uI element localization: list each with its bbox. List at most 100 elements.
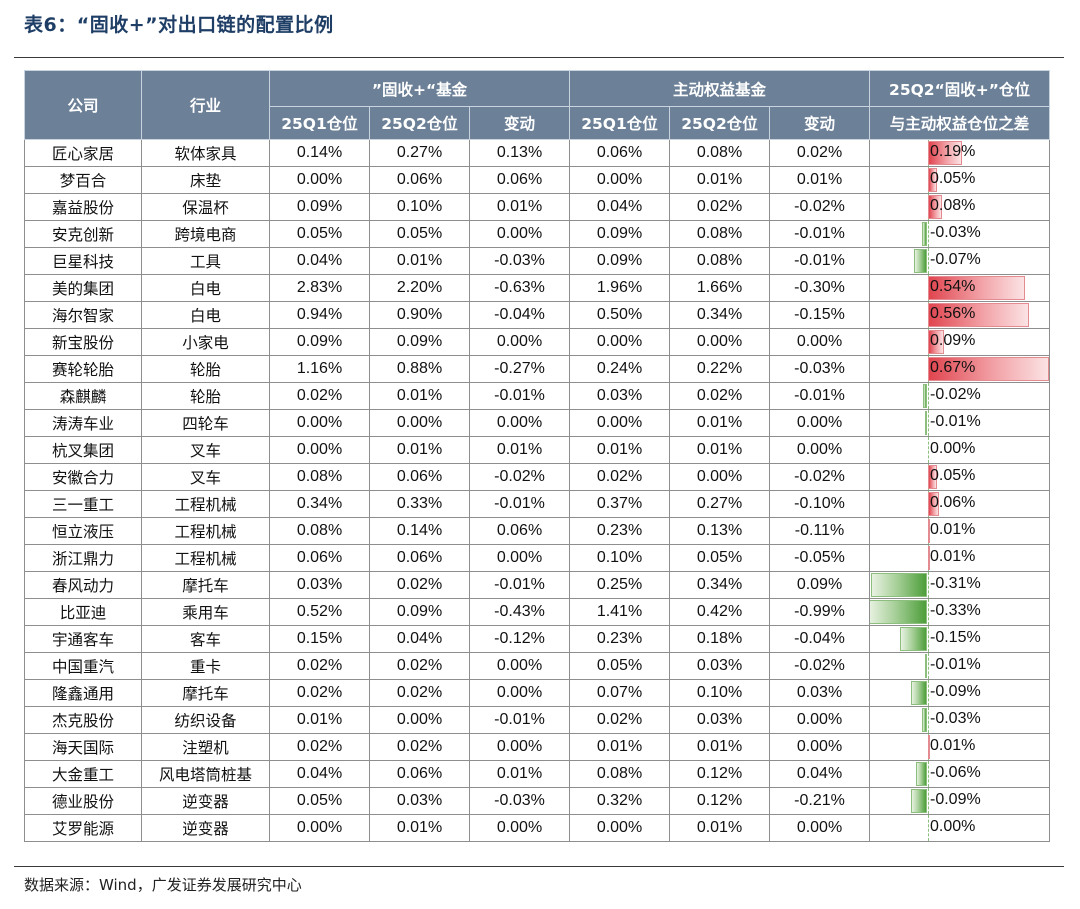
diff-bar-positive <box>928 546 930 570</box>
company-cell: 比亚迪 <box>24 598 142 626</box>
header-active-equity-fund: 主动权益基金 <box>569 70 870 107</box>
active-q1-cell: 0.01% <box>569 733 670 761</box>
fixed-q2-cell: 0.09% <box>369 328 470 356</box>
diff-bar-negative <box>923 384 927 408</box>
industry-cell: 注塑机 <box>141 733 270 761</box>
fixed-q1-cell: 0.00% <box>269 166 370 194</box>
fixed-q1-cell: 0.02% <box>269 733 370 761</box>
active-q1-cell: 0.50% <box>569 301 670 329</box>
fixed-change-cell: 0.00% <box>469 220 570 248</box>
diff-cell: 0.06% <box>869 490 1050 518</box>
fixed-q1-cell: 0.34% <box>269 490 370 518</box>
table-row: 巨星科技 工具 0.04% 0.01% -0.03% 0.09% 0.08% -0.01% -0… <box>24 247 1050 275</box>
diff-cell: 0.54% <box>869 274 1050 302</box>
diff-cell: -0.03% <box>869 220 1050 248</box>
active-change-cell: -0.02% <box>769 193 870 221</box>
diff-zero-axis <box>928 761 929 787</box>
fixed-change-cell: -0.63% <box>469 274 570 302</box>
active-q2-cell: 0.12% <box>669 787 770 815</box>
active-q1-cell: 0.01% <box>569 436 670 464</box>
industry-cell: 床垫 <box>141 166 270 194</box>
diff-value: 0.56% <box>930 305 976 322</box>
fixed-change-cell: 0.00% <box>469 679 570 707</box>
active-q1-cell: 0.06% <box>569 139 670 167</box>
fixed-change-cell: 0.13% <box>469 139 570 167</box>
active-change-cell: -0.05% <box>769 544 870 572</box>
active-q2-cell: 0.03% <box>669 652 770 680</box>
diff-cell: -0.33% <box>869 598 1050 626</box>
diff-value: -0.03% <box>930 710 981 727</box>
fixed-q2-cell: 0.05% <box>369 220 470 248</box>
active-q2-cell: 0.12% <box>669 760 770 788</box>
fixed-q1-cell: 0.04% <box>269 247 370 275</box>
subheader-fixed-change: 变动 <box>469 106 570 140</box>
active-q2-cell: 0.34% <box>669 571 770 599</box>
diff-cell: 0.09% <box>869 328 1050 356</box>
table-row: 嘉益股份 保温杯 0.09% 0.10% 0.01% 0.04% 0.02% -0.02% 0.… <box>24 193 1050 221</box>
industry-cell: 摩托车 <box>141 571 270 599</box>
subheader-active-q1: 25Q1仓位 <box>569 106 670 140</box>
diff-bar-positive <box>928 195 943 219</box>
table-row: 杰克股份 纺织设备 0.01% 0.00% -0.01% 0.02% 0.03% 0.00% -… <box>24 706 1050 734</box>
active-q1-cell: 0.00% <box>569 814 670 842</box>
diff-cell: 0.01% <box>869 517 1050 545</box>
table-row: 隆鑫通用 摩托车 0.02% 0.02% 0.00% 0.07% 0.10% 0.03% -0.… <box>24 679 1050 707</box>
fixed-q1-cell: 0.04% <box>269 760 370 788</box>
diff-value: 0.00% <box>930 440 976 457</box>
active-change-cell: 0.00% <box>769 436 870 464</box>
fixed-change-cell: 0.01% <box>469 760 570 788</box>
fixed-q2-cell: 0.01% <box>369 382 470 410</box>
diff-zero-axis <box>928 572 929 598</box>
fixed-q1-cell: 0.09% <box>269 193 370 221</box>
table-row: 海尔智家 白电 0.94% 0.90% -0.04% 0.50% 0.34% -0.15% 0.… <box>24 301 1050 329</box>
company-cell: 新宝股份 <box>24 328 142 356</box>
industry-cell: 工程机械 <box>141 517 270 545</box>
fixed-q1-cell: 1.16% <box>269 355 370 383</box>
diff-cell: -0.31% <box>869 571 1050 599</box>
fixed-q2-cell: 0.01% <box>369 814 470 842</box>
active-q1-cell: 1.96% <box>569 274 670 302</box>
active-change-cell: 0.03% <box>769 679 870 707</box>
active-change-cell: 0.02% <box>769 139 870 167</box>
fixed-change-cell: 0.00% <box>469 409 570 437</box>
active-q2-cell: 0.03% <box>669 706 770 734</box>
active-q2-cell: 0.01% <box>669 733 770 761</box>
active-change-cell: 0.00% <box>769 409 870 437</box>
diff-zero-axis <box>928 437 929 463</box>
diff-cell: 0.05% <box>869 463 1050 491</box>
industry-cell: 工具 <box>141 247 270 275</box>
diff-cell: -0.09% <box>869 787 1050 815</box>
company-cell: 海天国际 <box>24 733 142 761</box>
industry-cell: 白电 <box>141 301 270 329</box>
table-row: 比亚迪 乘用车 0.52% 0.09% -0.43% 1.41% 0.42% -0.99% -0… <box>24 598 1050 626</box>
active-q1-cell: 0.04% <box>569 193 670 221</box>
active-change-cell: -0.04% <box>769 625 870 653</box>
active-change-cell: -0.01% <box>769 247 870 275</box>
diff-cell: 0.19% <box>869 139 1050 167</box>
fixed-change-cell: 0.00% <box>469 814 570 842</box>
company-cell: 安徽合力 <box>24 463 142 491</box>
diff-zero-axis <box>928 788 929 814</box>
fixed-q2-cell: 0.02% <box>369 733 470 761</box>
diff-value: 0.01% <box>930 737 976 754</box>
active-change-cell: -0.21% <box>769 787 870 815</box>
diff-bar-negative <box>870 600 927 624</box>
table-row: 匠心家居 软体家具 0.14% 0.27% 0.13% 0.06% 0.08% 0.02% 0.… <box>24 139 1050 167</box>
diff-value: 0.67% <box>930 359 976 376</box>
active-q2-cell: 0.01% <box>669 436 770 464</box>
fixed-change-cell: -0.27% <box>469 355 570 383</box>
fixed-q2-cell: 0.06% <box>369 166 470 194</box>
company-cell: 大金重工 <box>24 760 142 788</box>
company-cell: 涛涛车业 <box>24 409 142 437</box>
fixed-change-cell: -0.01% <box>469 571 570 599</box>
industry-cell: 重卡 <box>141 652 270 680</box>
subheader-active-change: 变动 <box>769 106 870 140</box>
active-q1-cell: 0.02% <box>569 463 670 491</box>
active-q2-cell: 0.13% <box>669 517 770 545</box>
table-row: 安徽合力 叉车 0.08% 0.06% -0.02% 0.02% 0.00% -0.02% 0.… <box>24 463 1050 491</box>
active-change-cell: 0.09% <box>769 571 870 599</box>
company-cell: 杭叉集团 <box>24 436 142 464</box>
fixed-q2-cell: 0.01% <box>369 436 470 464</box>
title-divider <box>14 57 1064 58</box>
diff-bar-positive <box>928 465 937 489</box>
